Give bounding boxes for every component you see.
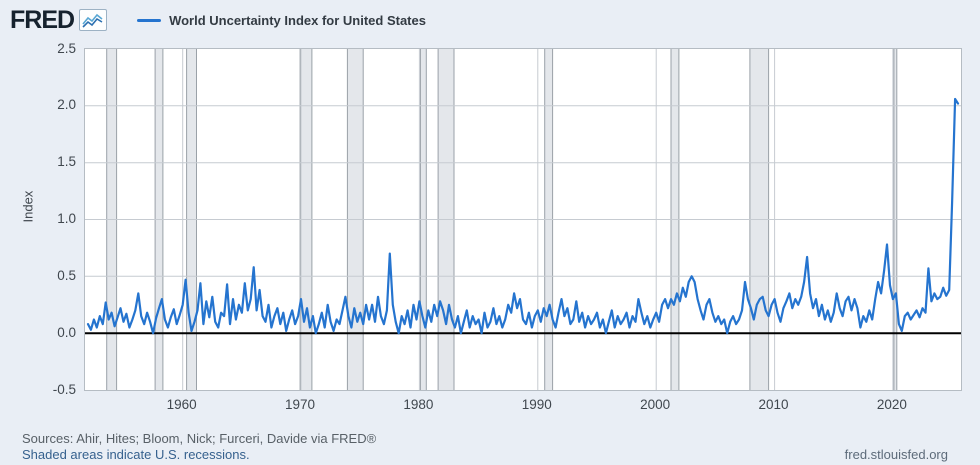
chart-header: FRED World Uncertainty Index for United …: [0, 0, 980, 40]
x-tick-label: 2000: [640, 397, 671, 412]
legend-line-swatch: [137, 18, 162, 22]
line-chart[interactable]: [85, 49, 961, 390]
y-tick-label: 1.0: [57, 211, 76, 226]
legend-series-label: World Uncertainty Index for United State…: [169, 12, 426, 28]
y-tick-label: 2.5: [57, 40, 76, 56]
chart-legend: World Uncertainty Index for United State…: [137, 13, 426, 28]
y-tick-label: 2.0: [57, 97, 76, 113]
x-tick-label: 1990: [521, 397, 552, 412]
fred-site-link[interactable]: fred.stlouisfed.org: [844, 447, 948, 462]
sources-text: Sources: Ahir, Hites; Bloom, Nick; Furce…: [22, 431, 377, 446]
x-tick-label: 2020: [876, 397, 907, 412]
fred-logo-text: FRED: [10, 5, 75, 34]
recession-note-link[interactable]: Shaded areas indicate U.S. recessions.: [22, 447, 250, 462]
x-tick-label: 1970: [285, 397, 316, 412]
x-tick-label: 1960: [166, 397, 197, 412]
x-tick-label: 2010: [758, 397, 789, 412]
y-tick-label: 0.5: [57, 267, 76, 283]
x-tick-label: 1980: [403, 397, 434, 412]
y-axis-title: Index: [20, 190, 36, 223]
fred-logo[interactable]: FRED: [10, 5, 108, 34]
plot-area[interactable]: [84, 48, 962, 391]
line-chart-icon: [79, 9, 108, 31]
y-tick-label: -0.5: [52, 381, 76, 397]
y-tick-label: 0.0: [57, 324, 76, 340]
y-tick-label: 1.5: [57, 154, 76, 170]
